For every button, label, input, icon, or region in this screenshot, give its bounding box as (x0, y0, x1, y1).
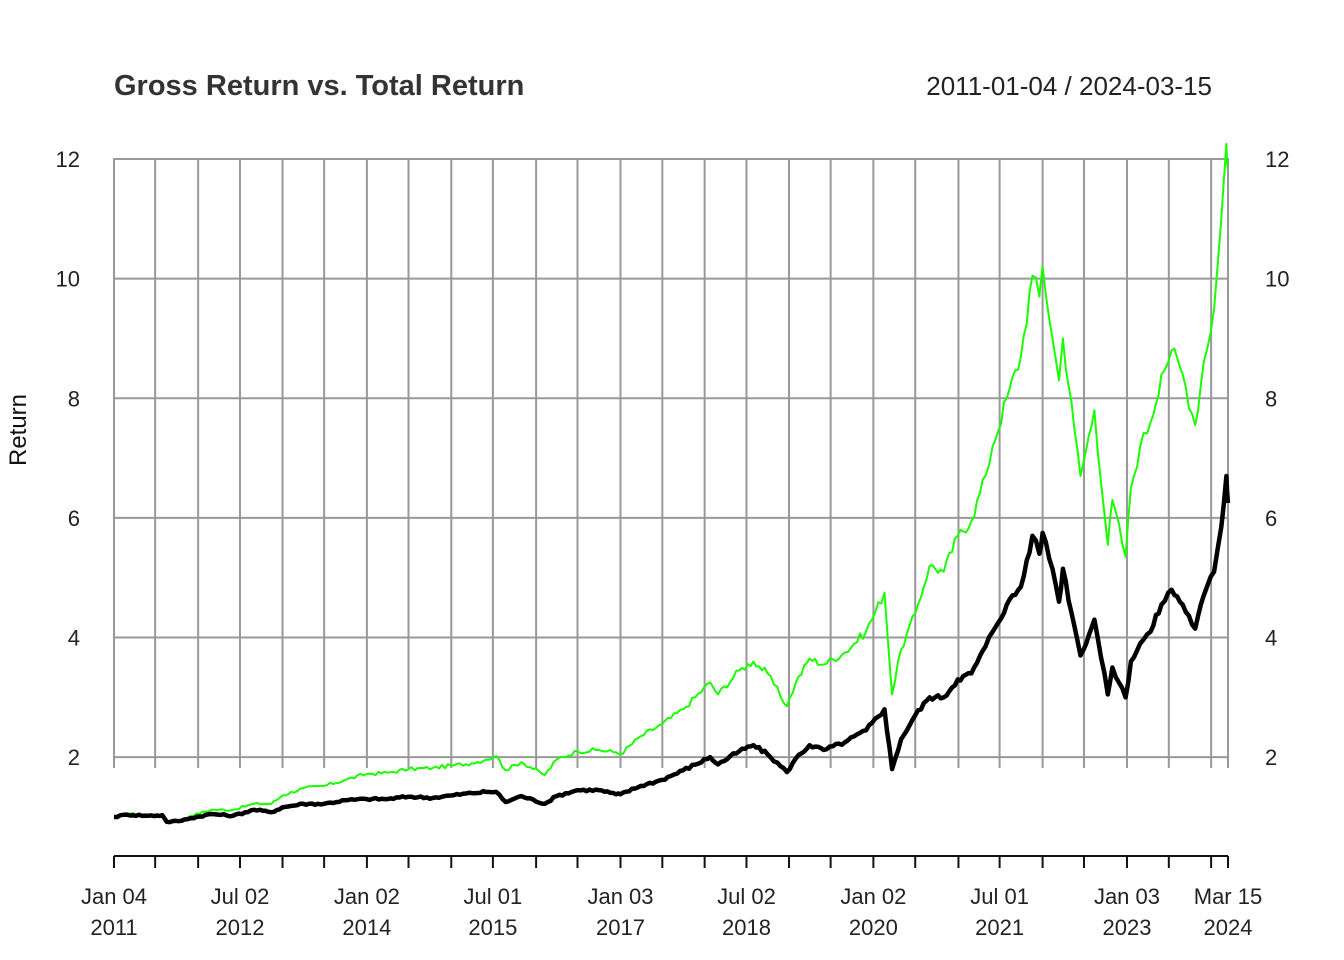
y-axis-ticks: 2 2 4 4 6 6 8 8 10 10 12 12 (56, 147, 1290, 770)
x-tick-label: Jan 02 (334, 884, 400, 909)
x-tick-label: Jul 02 (717, 884, 776, 909)
grid-lines (113, 158, 1229, 768)
x-axis: Jan 04 2011 Jul 02 2012 Jan 02 2014 Jul 01 2015… (81, 855, 1262, 940)
total-return-line (114, 473, 1231, 825)
x-tick-label-year: 2023 (1103, 915, 1152, 940)
y-tick-label-right: 12 (1265, 147, 1289, 172)
x-tick-label: Jul 01 (464, 884, 523, 909)
x-tick-label: Jul 02 (211, 884, 270, 909)
y-tick-label-right: 6 (1265, 506, 1277, 531)
x-tick-label-year: 2020 (849, 915, 898, 940)
x-tick-label-year: 2017 (596, 915, 645, 940)
y-tick-label-left: 6 (68, 506, 80, 531)
series-lines (113, 143, 1231, 825)
y-tick-label-left: 4 (68, 626, 80, 651)
y-tick-label-right: 10 (1265, 267, 1289, 292)
x-tick-label: Jul 01 (970, 884, 1029, 909)
y-tick-label-left: 10 (56, 267, 80, 292)
y-tick-label-right: 2 (1265, 745, 1277, 770)
x-tick-label: Jan 03 (587, 884, 653, 909)
y-tick-label-left: 12 (56, 147, 80, 172)
x-tick-label-year: 2018 (722, 915, 771, 940)
x-tick-label: Mar 15 (1194, 884, 1262, 909)
chart-title: Gross Return vs. Total Return (114, 70, 524, 102)
x-tick-label-year: 2011 (90, 915, 137, 940)
x-tick-label: Jan 03 (1094, 884, 1160, 909)
x-tick-label: Jan 02 (840, 884, 906, 909)
y-tick-label-left: 2 (68, 745, 80, 770)
y-tick-label-right: 8 (1265, 386, 1277, 411)
date-range-label: 2011-01-04 / 2024-03-15 (926, 71, 1212, 101)
x-tick-label-year: 2021 (975, 915, 1024, 940)
x-tick-label-year: 2012 (216, 915, 265, 940)
x-tick-label: Jan 04 (81, 884, 147, 909)
y-tick-label-left: 8 (68, 386, 80, 411)
y-axis-label: Return (5, 394, 32, 466)
gross-return-line (113, 143, 1229, 824)
x-tick-label-year: 2014 (342, 915, 391, 940)
y-tick-label-right: 4 (1265, 626, 1277, 651)
x-tick-label-year: 2024 (1204, 915, 1253, 940)
x-tick-label-year: 2015 (468, 915, 517, 940)
